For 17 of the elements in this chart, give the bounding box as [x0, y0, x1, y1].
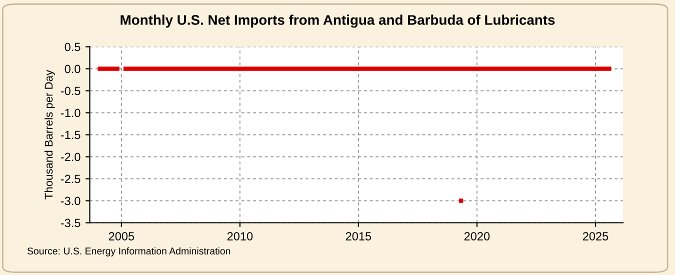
- x-tick-label: 2005: [108, 232, 134, 240]
- y-tick-label: -1.5: [60, 130, 80, 140]
- y-tick-label: -2.5: [60, 174, 80, 184]
- chart-title: Monthly U.S. Net Imports from Antigua and Barbuda of Lubricants: [120, 14, 555, 28]
- x-tick-label: 2010: [227, 232, 253, 240]
- y-tick-label: 0.0: [64, 64, 80, 74]
- y-tick-label: -3.0: [60, 196, 80, 206]
- y-tick-label: -2.0: [60, 152, 80, 162]
- x-tick-label: 2015: [346, 232, 372, 240]
- y-axis-title: Thousand Barrels per Day: [44, 70, 55, 200]
- y-tick-label: 0.5: [64, 42, 80, 52]
- y-tick-label: -0.5: [60, 86, 80, 96]
- x-tick-label: 2020: [464, 232, 490, 240]
- y-tick-label: -3.5: [60, 218, 80, 228]
- y-tick-label: -1.0: [60, 108, 80, 118]
- source-note: Source: U.S. Energy Information Administration: [27, 247, 230, 256]
- x-tick-label: 2025: [582, 232, 608, 240]
